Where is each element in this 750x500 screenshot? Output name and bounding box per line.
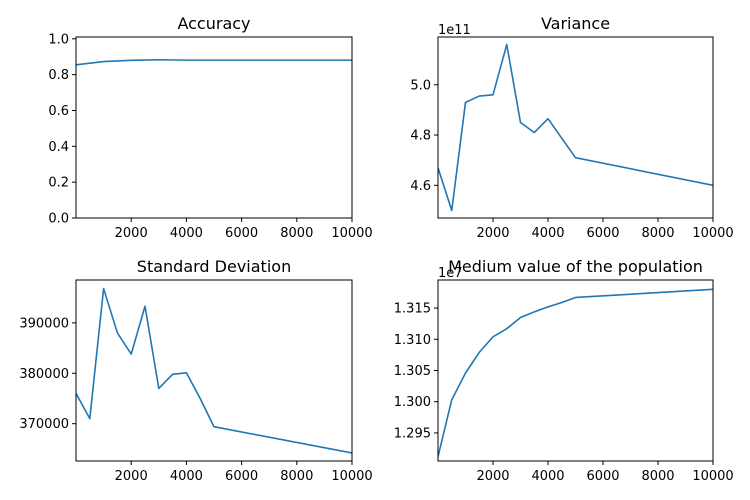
y-tick-label: 1.295 — [394, 426, 431, 441]
x-tick-label: 8000 — [641, 469, 674, 484]
x-tick-label: 8000 — [280, 469, 313, 484]
x-tick-label: 2000 — [115, 226, 148, 241]
axes-frame — [437, 279, 714, 462]
x-tick-label: 10000 — [331, 469, 372, 484]
axes-frame — [75, 36, 353, 219]
subplot-4: Medium value of the population 2000 4000 60… — [394, 257, 734, 484]
x-tick-label: 6000 — [225, 226, 258, 241]
subplot-title: Accuracy — [177, 14, 250, 33]
y-tick-label: 0.2 — [48, 176, 69, 191]
x-tick-label: 4000 — [531, 469, 564, 484]
x-tick-label: 6000 — [586, 226, 619, 241]
x-tick-label: 2000 — [115, 469, 148, 484]
x-tick-label: 4000 — [170, 226, 203, 241]
x-tick-label: 4000 — [531, 226, 564, 241]
x-tick-label: 10000 — [692, 469, 733, 484]
y-tick-label: 1.310 — [394, 333, 431, 348]
subplot-title: Variance — [541, 14, 610, 33]
series-line — [438, 288, 713, 457]
x-tick-label: 10000 — [331, 226, 372, 241]
y-tick-label: 0.6 — [48, 104, 69, 119]
subplot-3: Standard Deviation 2000 4000 6000 8000 10000 3… — [19, 257, 372, 484]
x-tick-label: 8000 — [280, 226, 313, 241]
subplot-title: Standard Deviation — [137, 257, 291, 276]
y-tick-label: 380000 — [19, 367, 69, 382]
y-tick-label: 1.300 — [394, 395, 431, 410]
subplot-2: Variance 2000 4000 6000 8000 10000 4.6 4.8 5.0 1e… — [410, 14, 733, 241]
y-tick-label: 1.0 — [48, 32, 69, 47]
y-tick-label: 0.8 — [48, 68, 69, 83]
y-tick-label: 0.4 — [48, 140, 69, 155]
x-tick-label: 10000 — [692, 226, 733, 241]
y-tick-label: 390000 — [19, 316, 69, 331]
y-tick-label: 0.0 — [48, 212, 69, 227]
y-tick-label: 1.305 — [394, 364, 431, 379]
axes-frame — [75, 279, 353, 462]
series-line — [438, 43, 713, 212]
x-tick-label: 8000 — [641, 226, 674, 241]
series-line — [76, 58, 352, 66]
axis-offset-label: 1e11 — [438, 23, 471, 38]
y-tick-label: 370000 — [19, 417, 69, 432]
y-tick-label: 4.6 — [410, 179, 431, 194]
y-tick-label: 4.8 — [410, 129, 431, 144]
subplot-1: Accuracy 2000 4000 6000 8000 10000 0.0 0.2 0.4 0.… — [48, 14, 372, 241]
axes-frame — [437, 36, 714, 219]
series-line — [76, 287, 352, 454]
y-tick-label: 5.0 — [410, 78, 431, 93]
x-tick-label: 4000 — [170, 469, 203, 484]
axis-offset-label: 1e7 — [438, 266, 463, 281]
x-tick-label: 6000 — [225, 469, 258, 484]
x-tick-label: 2000 — [476, 226, 509, 241]
x-tick-label: 6000 — [586, 469, 619, 484]
subplot-title: Medium value of the population — [448, 257, 703, 276]
y-tick-label: 1.315 — [394, 302, 431, 317]
x-tick-label: 2000 — [476, 469, 509, 484]
